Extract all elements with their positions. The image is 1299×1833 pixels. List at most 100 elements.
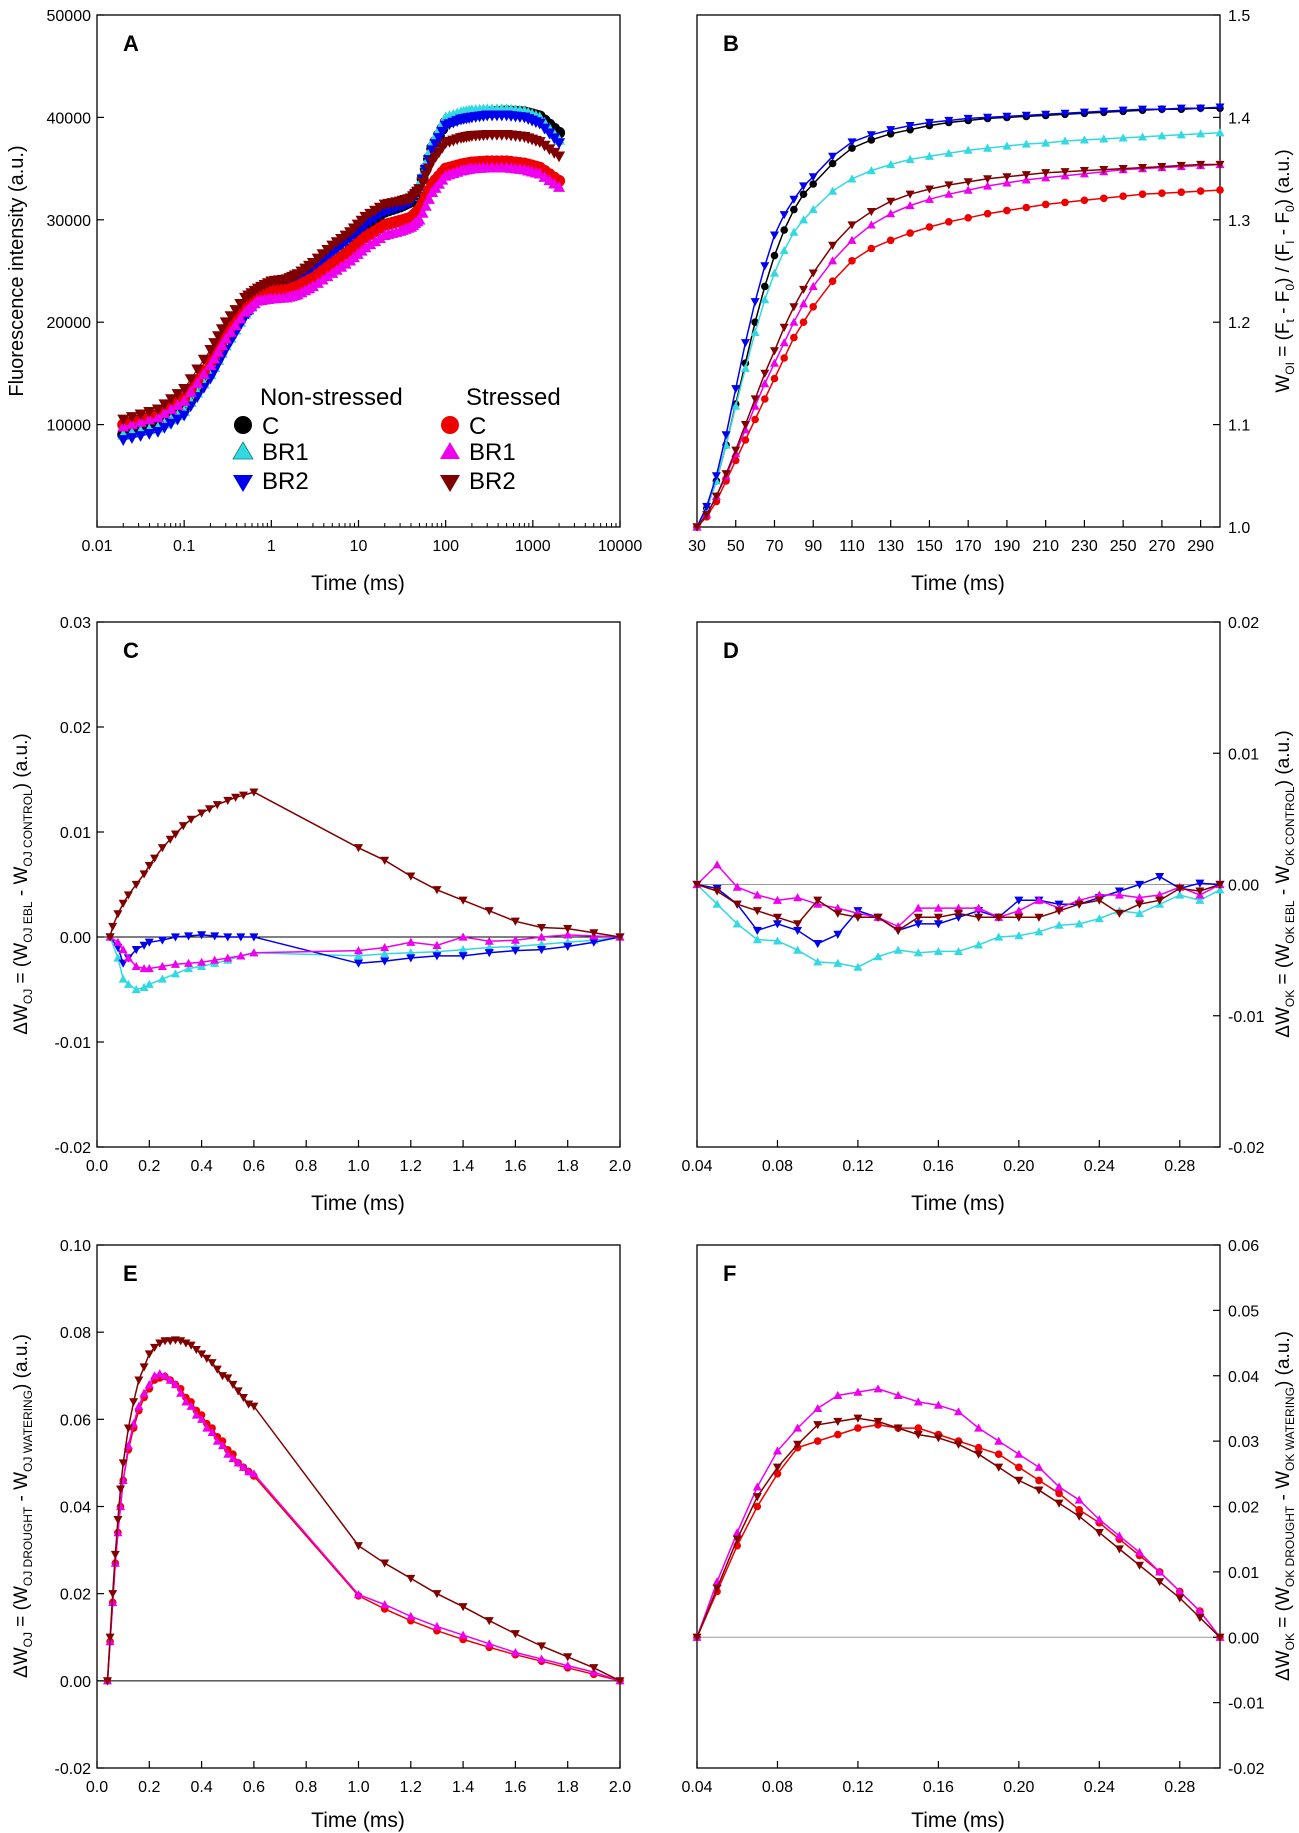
data-point	[102, 1677, 112, 1686]
data-point	[406, 948, 416, 957]
data-point	[808, 173, 818, 182]
data-point	[1079, 135, 1089, 144]
data-point	[553, 181, 566, 192]
data-point	[1054, 907, 1064, 916]
data-point	[1061, 198, 1069, 207]
panel-letter: C	[123, 638, 139, 663]
x-tick-label: 0.2	[138, 1158, 160, 1175]
data-point	[123, 953, 133, 962]
data-point	[793, 1423, 803, 1432]
data-point	[165, 394, 178, 405]
data-point	[793, 920, 803, 929]
x-tick-label: 90	[804, 538, 822, 555]
panel-d: 0.04 0.08 0.12 0.16 0.20 0.24 0.28 -0.02 -0.01 0.…	[681, 615, 1297, 1215]
y-tick-label: 1.2	[1228, 315, 1250, 332]
data-point	[191, 1410, 201, 1419]
data-point	[712, 899, 722, 908]
y-tick-label: 0.00	[1228, 878, 1259, 895]
data-point	[1176, 104, 1186, 113]
series-stressed-br2	[117, 130, 566, 426]
data-point	[151, 426, 164, 438]
data-point	[886, 209, 896, 218]
data-point	[170, 933, 180, 942]
y-tick-label: -0.01	[1228, 1696, 1265, 1713]
data-point	[113, 910, 123, 919]
data-point	[229, 319, 242, 331]
panel-letter: E	[123, 1261, 138, 1286]
data-point	[933, 1434, 943, 1443]
data-point	[1034, 1462, 1044, 1471]
legend-marker	[441, 416, 459, 434]
x-tick-label: 1.0	[347, 1158, 369, 1175]
data-point	[1034, 895, 1044, 904]
data-point	[354, 959, 363, 968]
data-point	[458, 896, 468, 905]
data-point	[905, 154, 915, 163]
data-point	[139, 870, 149, 879]
data-point	[1060, 136, 1070, 145]
data-point	[228, 1380, 238, 1389]
data-point	[1035, 1476, 1043, 1485]
data-point	[134, 1376, 144, 1385]
y-tick-label: 0.00	[60, 1674, 91, 1691]
data-point	[249, 933, 259, 942]
data-point	[711, 472, 721, 481]
data-point	[712, 860, 722, 869]
data-point	[828, 186, 838, 195]
data-point	[458, 1603, 468, 1612]
x-axis-label: Time (ms)	[311, 1192, 405, 1215]
data-point	[484, 907, 494, 916]
data-point	[740, 363, 750, 372]
data-point	[983, 209, 992, 218]
data-point	[854, 1424, 862, 1432]
data-point	[117, 414, 130, 426]
data-point	[760, 295, 770, 304]
y-tick-label: -0.01	[1228, 1009, 1265, 1026]
data-point	[354, 844, 363, 853]
panel-b: 30 50 70 90 110 130 150 170 190 210 230 250 270 290 1.…	[688, 8, 1297, 595]
data-point	[799, 215, 809, 224]
data-point	[828, 152, 838, 161]
data-point	[1054, 1499, 1064, 1508]
data-point	[913, 920, 923, 929]
data-point	[171, 389, 184, 400]
data-point	[197, 368, 210, 379]
data-point	[406, 1574, 416, 1583]
data-point	[197, 961, 207, 970]
legend-label: BR1	[469, 439, 516, 466]
data-point	[123, 1424, 133, 1433]
data-point	[1114, 1545, 1124, 1554]
data-point	[197, 1350, 207, 1359]
data-point	[1135, 893, 1145, 902]
data-point	[212, 1365, 222, 1374]
data-point	[1176, 130, 1186, 139]
x-tick-label: 1.6	[504, 1779, 526, 1796]
y-tick-label: 1.4	[1228, 110, 1250, 127]
data-point	[1014, 1449, 1024, 1458]
data-point	[131, 946, 141, 955]
data-point	[1080, 196, 1089, 205]
data-point	[1041, 138, 1051, 147]
data-point	[123, 979, 133, 988]
data-point	[1155, 890, 1165, 899]
data-point	[833, 903, 843, 912]
x-tick-label: 0.20	[1003, 1158, 1034, 1175]
data-point	[853, 913, 863, 922]
data-point	[170, 830, 180, 839]
data-point	[789, 303, 799, 312]
data-point	[780, 354, 788, 362]
y-tick-label: -0.01	[55, 1035, 92, 1052]
data-point	[144, 1379, 154, 1389]
series-line	[696, 163, 1221, 528]
data-point	[184, 932, 194, 941]
data-point	[772, 936, 782, 945]
x-tick-label: 1.2	[400, 1158, 422, 1175]
data-point	[139, 941, 149, 950]
data-point	[380, 856, 390, 865]
data-point	[105, 1633, 115, 1642]
series-stressed-br2	[692, 1414, 1225, 1642]
data-point	[873, 913, 883, 922]
data-point	[793, 926, 803, 935]
data-point	[914, 1424, 923, 1432]
data-point	[1215, 103, 1225, 112]
